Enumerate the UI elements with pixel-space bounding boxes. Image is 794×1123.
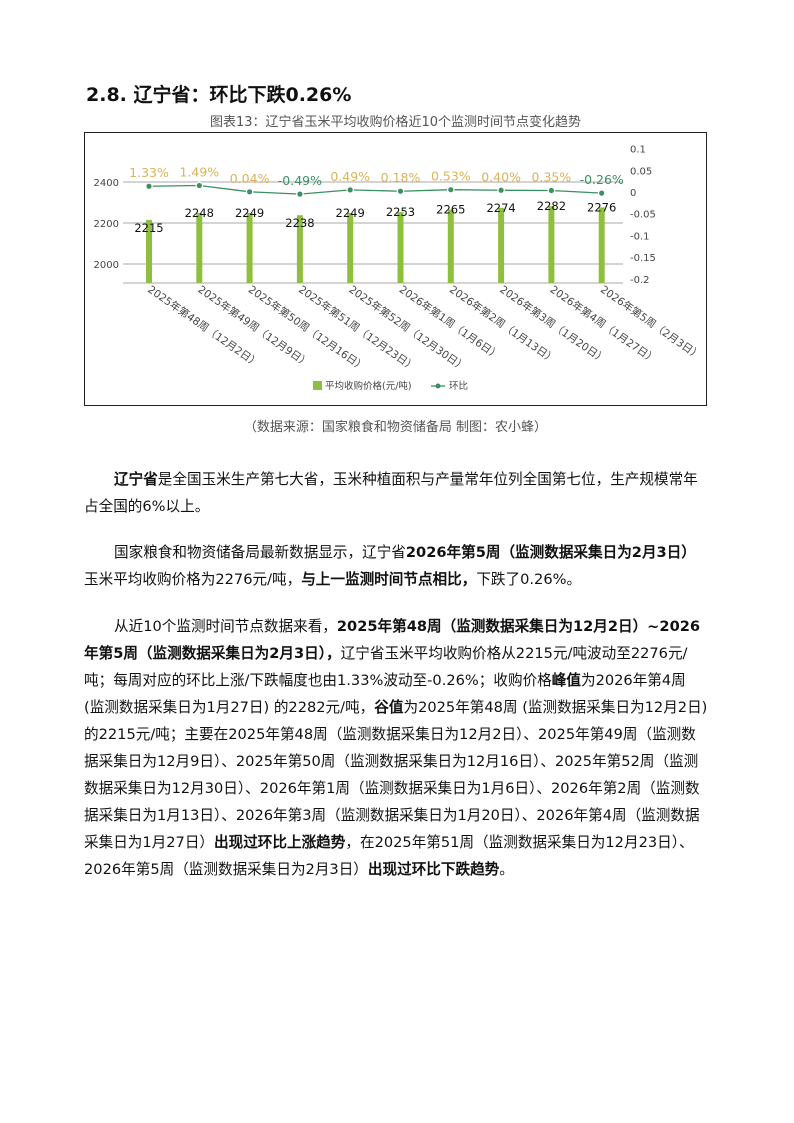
- text-segment: 国家粮食和物资储备局最新数据显示，辽宁省: [114, 544, 406, 561]
- price-bar: [196, 213, 203, 283]
- legend-bar-swatch: [313, 381, 322, 390]
- mom-point: [245, 188, 254, 196]
- mom-data-label: 0.40%: [481, 169, 521, 184]
- price-bar: [146, 219, 152, 283]
- bar-value-label: 2249: [336, 206, 365, 220]
- right-axis-tick: 0: [630, 188, 636, 199]
- mom-data-label: 0.04%: [230, 171, 270, 186]
- bold-text: 2025年第48周（监测数据采集日为12月2日）~2026年第5周（监测数据采集…: [84, 618, 701, 662]
- mom-data-label: -0.26%: [580, 172, 624, 187]
- mom-data-label: -0.49%: [278, 173, 322, 188]
- text-segment: ，在2025年第51周（监测数据采集日为12月23日）、2026年第5周（监测数…: [84, 834, 694, 878]
- left-axis-tick: 2000: [94, 260, 119, 271]
- price-bar: [498, 207, 505, 283]
- bold-text: 与上一监测时间节点相比，: [301, 571, 477, 588]
- bold-text: 出现过环比下跌趋势: [367, 861, 500, 878]
- bar-value-label: 2248: [185, 206, 214, 220]
- mom-data-label: 0.35%: [532, 169, 572, 184]
- mom-point: [346, 186, 355, 194]
- legend-line-marker: [435, 383, 441, 389]
- right-axis-tick: -0.15: [630, 253, 656, 264]
- text-segment: 辽宁省玉米平均收购价格从2215元/吨波动至2276元/吨；每周对应的环比上涨/…: [84, 645, 688, 689]
- right-axis-tick: -0.2: [630, 275, 650, 286]
- mom-point: [497, 186, 505, 195]
- mom-data-label: 1.49%: [179, 165, 219, 180]
- bold-text: 谷值: [374, 699, 404, 716]
- right-axis-tick: -0.1: [630, 231, 650, 242]
- price-bar: [548, 206, 555, 283]
- figure-source: （数据来源：国家粮食和物资储备局 制图：农小蜂）: [243, 420, 548, 435]
- price-chart: 2000 2200 2400 0.1 0.05 0 -0.05 -0.1 -0.15 -0.2 22…: [84, 132, 707, 406]
- bold-text: 辽宁省: [114, 471, 158, 488]
- mom-data-label: 1.33%: [129, 165, 169, 180]
- price-bar: [447, 209, 454, 283]
- mom-point: [446, 185, 455, 194]
- paragraph-3: 从近10个监测时间节点数据来看，2025年第48周（监测数据采集日为12月2日）…: [84, 613, 708, 883]
- mom-point: [396, 187, 405, 196]
- bold-text: 峰值: [551, 672, 581, 689]
- mom-point: [145, 182, 153, 191]
- left-axis-tick: 2400: [94, 178, 119, 189]
- section-title: 2.8. 辽宁省：环比下跌0.26%: [86, 84, 352, 106]
- text-segment: 为2025年第48周 (监测数据采集日为12月2日) 的2215元/吨；主要在2…: [84, 699, 708, 851]
- bold-text: 出现过环比上涨趋势: [214, 834, 346, 851]
- bar-value-label: 2238: [285, 216, 314, 230]
- bar-value-label: 2215: [134, 221, 163, 235]
- paragraph-2: 国家粮食和物资储备局最新数据显示，辽宁省2026年第5周（监测数据采集日为2月3…: [84, 539, 708, 593]
- price-bar: [598, 207, 605, 283]
- mom-point: [547, 186, 556, 195]
- right-axis-tick: -0.05: [630, 210, 656, 221]
- right-axis-tick: 0.05: [630, 166, 652, 177]
- text-segment: 为2026年第4周 (监测数据采集日为1月27日) 的2282元/吨，: [84, 672, 686, 716]
- bar-value-label: 2265: [436, 203, 465, 217]
- text-segment: 下跌了0.26%。: [476, 571, 582, 588]
- text-segment: 。: [499, 861, 514, 878]
- paragraph-1: 辽宁省是全国玉米生产第七大省，玉米种植面积与产量常年位列全国第七位，生产规模常年…: [84, 466, 708, 520]
- price-bar: [347, 212, 354, 283]
- right-axis-tick: 0.1: [630, 145, 646, 156]
- bar-value-label: 2253: [386, 205, 415, 219]
- price-bar: [397, 212, 404, 283]
- figure-caption: 图表13：辽宁省玉米平均收购价格近10个监测时间节点变化趋势: [209, 115, 582, 130]
- mom-line: [148, 184, 602, 195]
- legend-line-label: 环比: [449, 380, 468, 392]
- bar-value-label: 2282: [537, 199, 566, 213]
- mom-data-label: 0.49%: [330, 169, 370, 184]
- text-segment: 从近10个监测时间节点数据来看，: [114, 618, 337, 635]
- mom-point: [296, 190, 304, 198]
- bar-value-label: 2276: [587, 200, 616, 214]
- chart-svg: 2000 2200 2400 0.1 0.05 0 -0.05 -0.1 -0.15 -0.2 22…: [94, 145, 704, 392]
- bar-value-label: 2249: [235, 206, 264, 220]
- mom-data-label: 0.53%: [431, 169, 471, 184]
- mom-point: [597, 189, 606, 197]
- mom-point: [195, 181, 204, 190]
- price-bar: [296, 215, 303, 283]
- price-bar: [246, 212, 253, 283]
- bar-value-label: 2274: [486, 201, 515, 215]
- legend-bar-label: 平均收购价格(元/吨): [325, 380, 412, 392]
- text-segment: 玉米平均收购价格为2276元/吨，: [84, 571, 302, 588]
- left-axis-tick: 2200: [94, 219, 119, 230]
- mom-data-label: 0.18%: [381, 170, 421, 185]
- text-segment: 是全国玉米生产第七大省，玉米种植面积与产量常年位列全国第七位，生产规模常年占全国…: [84, 471, 698, 515]
- bold-text: 2026年第5周（监测数据采集日为2月3日）: [405, 544, 696, 561]
